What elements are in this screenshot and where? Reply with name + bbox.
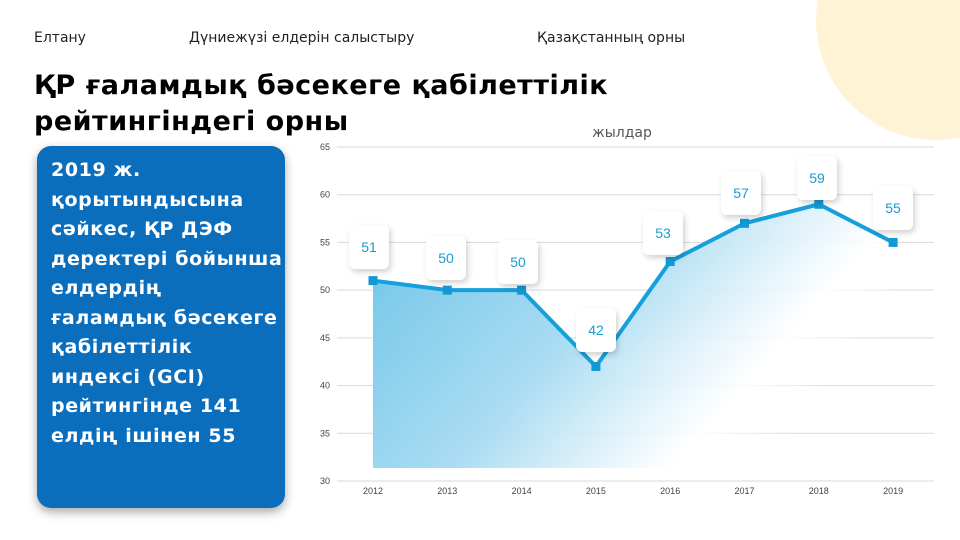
- data-point-marker: [368, 276, 378, 286]
- y-tick-label: 30: [320, 476, 330, 486]
- x-tick-label: 2018: [809, 486, 829, 496]
- svg-text:53: 53: [655, 225, 671, 241]
- nav-item-kazakhstan-place[interactable]: Қазақстанның орны: [537, 30, 686, 46]
- y-tick-label: 65: [320, 142, 330, 152]
- data-label: 57: [721, 171, 761, 215]
- page-title: ҚР ғаламдық бәсекеге қабілеттілік рейтин…: [34, 70, 609, 137]
- x-tick-label: 2016: [660, 486, 680, 496]
- data-point-marker: [517, 285, 527, 295]
- data-point-marker: [442, 285, 452, 295]
- x-tick-label: 2013: [437, 486, 457, 496]
- x-tick-label: 2012: [363, 486, 383, 496]
- data-label: 51: [349, 225, 389, 269]
- data-label: 59: [797, 156, 837, 200]
- nav-item-eltanu[interactable]: Елтану: [34, 30, 86, 46]
- svg-text:57: 57: [733, 185, 749, 201]
- data-label: 50: [426, 236, 466, 280]
- x-tick-label: 2015: [586, 486, 606, 496]
- x-tick-label: 2017: [734, 486, 754, 496]
- nav-item-compare-countries[interactable]: Дүниежүзі елдерін салыстыру: [189, 30, 415, 46]
- data-label: 55: [873, 186, 913, 230]
- data-label: 50: [498, 240, 538, 284]
- y-tick-label: 35: [320, 428, 330, 438]
- svg-text:59: 59: [809, 170, 825, 186]
- data-point-marker: [665, 257, 675, 267]
- data-line: [372, 202, 895, 370]
- svg-text:50: 50: [510, 254, 526, 270]
- svg-text:55: 55: [885, 200, 901, 216]
- info-callout: 2019 ж. қорытындысына сәйкес, ҚР ДЭФ дер…: [37, 146, 285, 508]
- y-tick-label: 40: [320, 381, 330, 391]
- data-label: 53: [643, 211, 683, 255]
- data-point-marker: [814, 199, 824, 209]
- data-point-marker: [591, 361, 601, 371]
- svg-text:51: 51: [361, 239, 377, 255]
- callout-text: 2019 ж. қорытындысына сәйкес, ҚР ДЭФ дер…: [51, 159, 283, 447]
- svg-text:50: 50: [438, 250, 454, 266]
- data-label: 42: [576, 308, 616, 352]
- chart-title: жылдар: [592, 125, 652, 141]
- x-tick-label: 2019: [883, 486, 903, 496]
- y-tick-label: 45: [320, 333, 330, 343]
- y-tick-label: 55: [320, 237, 330, 247]
- chart-area: [368, 199, 898, 468]
- y-tick-label: 60: [320, 190, 330, 200]
- data-labels: 51 50 50 42 53 57 59 55: [349, 156, 913, 352]
- data-point-marker: [888, 237, 898, 247]
- x-tick-label: 2014: [512, 486, 532, 496]
- svg-text:42: 42: [588, 322, 604, 338]
- data-point-marker: [740, 218, 749, 228]
- x-axis-labels: 2012 2013 2014 2015 2016 2017 2018 2019: [363, 486, 903, 496]
- y-tick-label: 50: [320, 285, 330, 295]
